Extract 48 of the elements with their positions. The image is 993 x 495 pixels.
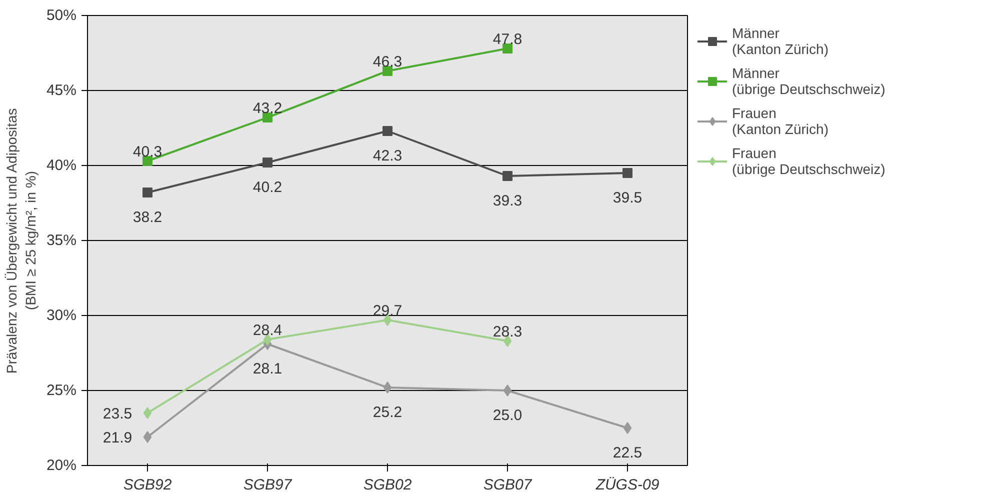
- point: [142, 188, 152, 198]
- data-label: 28.4: [252, 322, 282, 339]
- point: [502, 44, 512, 54]
- data-label: 28.3: [492, 324, 522, 340]
- data-label: 23.5: [102, 406, 132, 422]
- data-label: 40.3: [132, 144, 162, 160]
- data-label: 21.9: [102, 430, 132, 446]
- data-label: 28.1: [252, 360, 282, 378]
- y-tick-label: 50%: [46, 7, 77, 24]
- point: [143, 431, 152, 443]
- y-axis-title: Prävalenz von Übergewicht und Adipositas (BMI ≥ 25 kg/m², in %): [3, 108, 38, 374]
- data-label: 43.2: [252, 100, 282, 117]
- data-label: 25.0: [492, 407, 522, 424]
- point: [142, 156, 152, 166]
- legend-label: Frauen (Kanton Zürich): [732, 105, 828, 137]
- data-label: 25.2: [372, 404, 402, 421]
- data-label: 39.3: [492, 192, 522, 210]
- point: [383, 382, 392, 394]
- x-tick-label: SGB02: [363, 476, 412, 494]
- legend-label: Frauen (übrige Deutschschweiz): [732, 145, 886, 177]
- point: [622, 168, 632, 178]
- data-label: 42.3: [372, 148, 402, 164]
- point: [262, 158, 272, 168]
- point: [623, 422, 632, 434]
- data-label: 39.5: [612, 190, 642, 206]
- point: [502, 171, 512, 181]
- data-label: 47.8: [492, 31, 522, 48]
- data-label: 22.5: [612, 444, 642, 462]
- point: [382, 126, 392, 136]
- data-label: 40.2: [252, 179, 282, 196]
- y-tick-label: 45%: [46, 82, 77, 99]
- y-tick-label: 40%: [46, 157, 77, 174]
- x-tick-label: SGB92: [123, 476, 172, 494]
- legend-label: Männer (Kanton Zürich): [732, 25, 828, 57]
- y-tick-label: 30%: [46, 307, 77, 324]
- point: [503, 384, 512, 396]
- data-label: 38.2: [132, 209, 162, 226]
- x-tick-label: SGB97: [243, 476, 292, 494]
- x-tick-label: ZÜGS-09: [594, 476, 660, 494]
- point: [262, 112, 272, 122]
- y-tick-label: 20%: [46, 457, 77, 474]
- y-tick-label: 35%: [46, 232, 77, 249]
- data-label: 46.3: [372, 54, 402, 70]
- x-tick-label: SGB07: [483, 476, 532, 494]
- point: [143, 407, 152, 419]
- y-tick-label: 25%: [46, 382, 77, 399]
- legend-label: Männer (übrige Deutschschweiz): [732, 65, 886, 97]
- point: [382, 66, 392, 76]
